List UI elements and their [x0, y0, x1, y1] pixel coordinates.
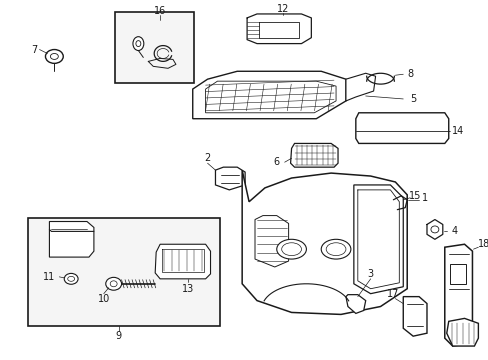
- Bar: [449, 264, 465, 284]
- Bar: [28, 217, 220, 326]
- Text: 4: 4: [451, 226, 457, 237]
- Polygon shape: [353, 185, 403, 294]
- Ellipse shape: [67, 276, 75, 281]
- Text: 9: 9: [115, 331, 122, 341]
- Text: 6: 6: [273, 157, 279, 167]
- Text: 15: 15: [408, 191, 421, 201]
- Ellipse shape: [50, 54, 58, 59]
- Text: 18: 18: [477, 239, 488, 249]
- Text: 2: 2: [204, 153, 210, 163]
- Polygon shape: [290, 143, 337, 167]
- Polygon shape: [155, 244, 210, 279]
- Text: 7: 7: [31, 45, 38, 54]
- Text: 12: 12: [276, 4, 288, 14]
- Bar: [114, 12, 193, 83]
- Ellipse shape: [136, 41, 141, 46]
- Text: 8: 8: [407, 69, 412, 79]
- Text: 5: 5: [409, 94, 415, 104]
- Ellipse shape: [276, 239, 306, 259]
- Ellipse shape: [45, 50, 63, 63]
- Polygon shape: [254, 216, 288, 267]
- Polygon shape: [215, 167, 244, 190]
- Polygon shape: [444, 244, 471, 346]
- Text: 3: 3: [367, 269, 373, 279]
- Polygon shape: [345, 294, 365, 314]
- Polygon shape: [446, 318, 477, 346]
- Ellipse shape: [105, 277, 122, 290]
- Text: 17: 17: [386, 289, 399, 299]
- Ellipse shape: [110, 281, 117, 287]
- Polygon shape: [403, 297, 426, 336]
- Polygon shape: [192, 71, 345, 119]
- Polygon shape: [205, 81, 335, 113]
- Text: 1: 1: [421, 193, 427, 203]
- Text: 16: 16: [154, 6, 166, 16]
- Polygon shape: [49, 226, 94, 257]
- Text: 10: 10: [98, 294, 110, 303]
- Polygon shape: [242, 170, 407, 314]
- Text: 14: 14: [450, 126, 463, 136]
- Ellipse shape: [430, 226, 438, 233]
- Polygon shape: [355, 113, 448, 143]
- Ellipse shape: [321, 239, 350, 259]
- Ellipse shape: [64, 273, 78, 284]
- Polygon shape: [345, 73, 375, 101]
- Text: 11: 11: [43, 272, 56, 282]
- Text: 13: 13: [182, 284, 194, 294]
- Ellipse shape: [325, 243, 345, 256]
- Ellipse shape: [133, 37, 143, 50]
- Ellipse shape: [281, 243, 301, 256]
- Polygon shape: [49, 221, 94, 231]
